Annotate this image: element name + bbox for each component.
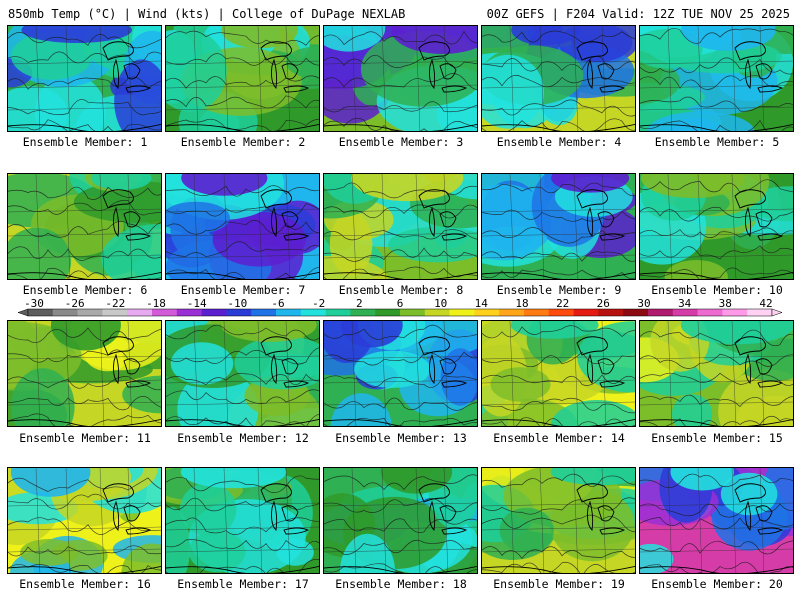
colorbar-tick-label: 34 (678, 299, 692, 310)
ensemble-map-7 (165, 173, 320, 280)
map-title: 850mb Temp (°C) | Wind (kts) | College o… (8, 7, 406, 21)
colorbar-tick-label: 22 (556, 299, 569, 310)
colorbar-swatch (474, 309, 500, 316)
ensemble-member-label: Ensemble Member: 20 (651, 577, 783, 591)
ensemble-member-label: Ensemble Member: 11 (19, 431, 151, 445)
ensemble-map-2 (165, 25, 320, 132)
ensemble-member-label: Ensemble Member: 4 (496, 135, 622, 149)
ensemble-map-11 (7, 320, 162, 427)
colorbar-swatch (176, 309, 202, 316)
colorbar-swatch (300, 309, 326, 316)
ensemble-map-4 (481, 25, 636, 132)
colorbar-swatch (598, 309, 624, 316)
colorbar-tick-label: -6 (271, 299, 284, 310)
ensemble-map-5 (639, 25, 794, 132)
colorbar-swatch (648, 309, 674, 316)
colorbar-tick-label: -10 (227, 299, 247, 310)
colorbar-swatch (251, 309, 277, 316)
colorbar-swatch (276, 309, 302, 316)
colorbar-swatch (747, 309, 773, 316)
ensemble-map-12 (165, 320, 320, 427)
colorbar-swatch (77, 309, 103, 316)
colorbar-tick-label: 30 (637, 299, 650, 310)
ensemble-map-6 (7, 173, 162, 280)
colorbar-tick-label: -18 (146, 299, 166, 310)
ensemble-map-17 (165, 467, 320, 574)
ensemble-member-label: Ensemble Member: 13 (335, 431, 467, 445)
colorbar-tick-label: 14 (475, 299, 489, 310)
colorbar-swatch (28, 309, 54, 316)
ensemble-member-label: Ensemble Member: 2 (180, 135, 306, 149)
ensemble-map-8 (323, 173, 478, 280)
ensemble-member-label: Ensemble Member: 16 (19, 577, 151, 591)
colorbar-swatch (449, 309, 475, 316)
ensemble-map-16 (7, 467, 162, 574)
colorbar-tick-label: -2 (312, 299, 325, 310)
colorbar-swatch (672, 309, 698, 316)
ensemble-member-label: Ensemble Member: 18 (335, 577, 467, 591)
colorbar-swatch (424, 309, 450, 316)
colorbar-tick-label: 18 (515, 299, 528, 310)
ensemble-member-label: Ensemble Member: 14 (493, 431, 625, 445)
colorbar-tick-label: -30 (24, 299, 44, 310)
colorbar-swatch (201, 309, 227, 316)
colorbar-swatch (697, 309, 723, 316)
colorbar-left-arrow (17, 308, 29, 317)
temperature-colorbar: -30 -26 -22 -18 -14 -10 -6 -2 2 6 10 14 18 22 26 30 34 38… (0, 297, 800, 319)
colorbar-swatch (325, 309, 351, 316)
ensemble-member-label: Ensemble Member: 6 (22, 283, 148, 297)
ensemble-map-13 (323, 320, 478, 427)
ensemble-member-label: Ensemble Member: 7 (180, 283, 306, 297)
colorbar-swatch (524, 309, 550, 316)
colorbar-swatch (499, 309, 525, 316)
ensemble-map-15 (639, 320, 794, 427)
ensemble-member-label: Ensemble Member: 10 (651, 283, 783, 297)
colorbar-swatch (573, 309, 599, 316)
ensemble-member-label: Ensemble Member: 12 (177, 431, 309, 445)
colorbar-tick-label: 26 (597, 299, 610, 310)
colorbar-tick-label: 2 (356, 299, 363, 310)
ensemble-map-18 (323, 467, 478, 574)
ensemble-map-1 (7, 25, 162, 132)
colorbar-tick-label: 38 (719, 299, 732, 310)
colorbar-tick-label: -26 (65, 299, 85, 310)
ensemble-member-label: Ensemble Member: 5 (654, 135, 780, 149)
ensemble-map-14 (481, 320, 636, 427)
ensemble-map-10 (639, 173, 794, 280)
ensemble-member-label: Ensemble Member: 8 (338, 283, 464, 297)
colorbar-swatch (400, 309, 426, 316)
ensemble-map-9 (481, 173, 636, 280)
colorbar-tick-label: 42 (759, 299, 772, 310)
ensemble-member-label: Ensemble Member: 3 (338, 135, 464, 149)
ensemble-map-20 (639, 467, 794, 574)
colorbar-swatch (52, 309, 78, 316)
colorbar-swatch (350, 309, 376, 316)
colorbar-tick-label: 10 (434, 299, 447, 310)
colorbar-swatch (127, 309, 153, 316)
colorbar-tick-label: -14 (187, 299, 207, 310)
colorbar-swatch (722, 309, 748, 316)
colorbar-swatch (152, 309, 178, 316)
colorbar-right-arrow (771, 308, 783, 317)
colorbar-tick-label: -22 (105, 299, 125, 310)
colorbar-swatch (548, 309, 574, 316)
colorbar-swatch (623, 309, 649, 316)
ensemble-member-label: Ensemble Member: 15 (651, 431, 783, 445)
ensemble-member-label: Ensemble Member: 1 (22, 135, 148, 149)
ensemble-member-label: Ensemble Member: 19 (493, 577, 625, 591)
ensemble-member-label: Ensemble Member: 17 (177, 577, 309, 591)
colorbar-swatch (375, 309, 401, 316)
ensemble-member-label: Ensemble Member: 9 (496, 283, 622, 297)
ensemble-map-3 (323, 25, 478, 132)
colorbar-swatch (226, 309, 252, 316)
colorbar-swatch (102, 309, 128, 316)
ensemble-map-19 (481, 467, 636, 574)
colorbar-tick-label: 6 (397, 299, 404, 310)
run-valid-time: 00Z GEFS | F204 Valid: 12Z TUE NOV 25 20… (486, 7, 790, 21)
